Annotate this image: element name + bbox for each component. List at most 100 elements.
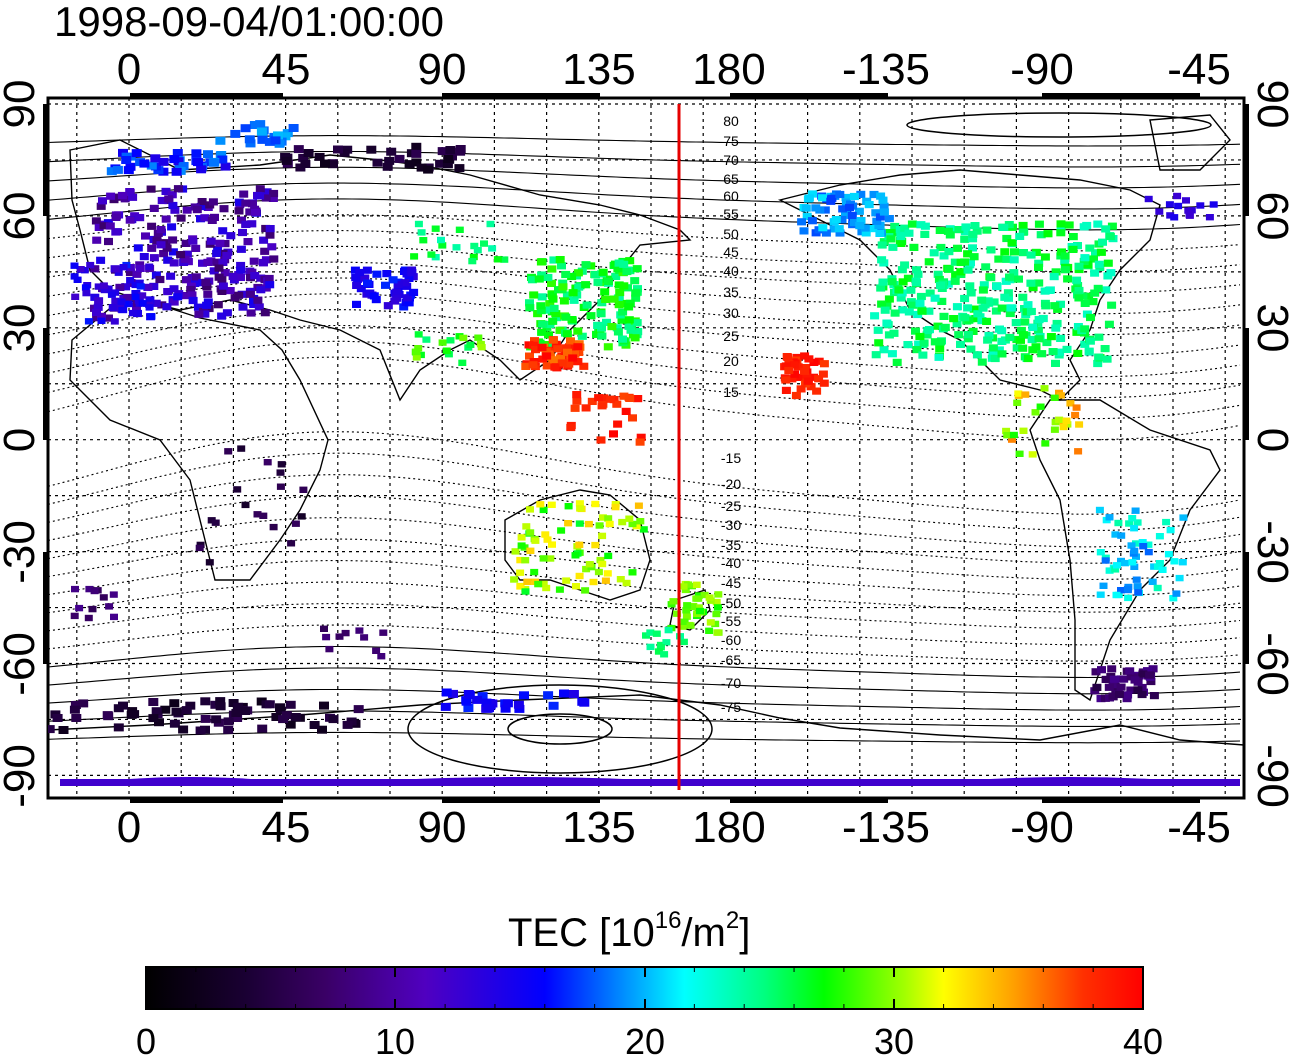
tec-pixel	[795, 373, 805, 381]
tec-pixel	[203, 258, 213, 266]
tec-pixel	[1132, 576, 1141, 583]
tec-pixel	[679, 583, 688, 590]
tec-pixel	[1056, 220, 1066, 228]
tec-pixel	[125, 216, 135, 224]
tec-pixel	[537, 328, 547, 336]
left-lat-label-1: 60	[0, 192, 44, 241]
tec-pixel	[297, 513, 306, 520]
tec-pixel	[1050, 426, 1059, 433]
tec-pixel	[625, 394, 635, 402]
tec-pixel	[573, 358, 583, 366]
tec-pixel	[945, 231, 955, 239]
colorbar-title-mid: /m	[681, 911, 725, 955]
tec-pixel	[628, 520, 637, 528]
tec-pixel	[94, 223, 104, 231]
tec-pixel	[1128, 559, 1137, 566]
tec-pixel	[240, 124, 251, 133]
tec-pixel	[192, 206, 202, 214]
tec-pixel	[322, 633, 331, 641]
tec-pixel	[216, 151, 227, 159]
tec-pixel	[1023, 354, 1033, 363]
tec-pixel	[868, 225, 878, 233]
tec-pixel	[915, 299, 925, 307]
tec-pixel	[894, 286, 904, 294]
tec-pixel	[443, 154, 454, 163]
tec-pixel	[956, 268, 966, 276]
tec-pixel	[409, 288, 419, 296]
tec-pixel	[155, 275, 165, 284]
tec-pixel	[363, 279, 372, 287]
tec-pixel	[217, 155, 228, 164]
tec-pixel	[1155, 533, 1164, 540]
tec-pixel	[586, 312, 596, 320]
tec-pixel	[686, 622, 695, 629]
left-latitude-labels: 90 60 30 0 -30 -60 -90	[0, 80, 44, 808]
tec-pixel	[821, 229, 831, 237]
tec-pixel	[118, 701, 128, 710]
tec-pixel	[826, 197, 836, 205]
tec-pixel	[618, 335, 627, 343]
tec-pixel	[605, 520, 614, 528]
tec-pixel	[1162, 518, 1171, 526]
tec-pixel	[240, 707, 250, 715]
tec-pixel	[856, 190, 866, 198]
tec-pixel	[136, 283, 145, 290]
tec-pixel	[624, 316, 634, 324]
tec-pixel	[892, 358, 902, 366]
frame-tick-bar	[1244, 552, 1249, 664]
tec-pixel	[935, 344, 945, 353]
tec-pixel	[115, 283, 125, 291]
tec-pixel	[1209, 201, 1218, 208]
tec-pixel	[791, 391, 801, 400]
tec-pixel	[526, 529, 535, 536]
tec-pixel	[200, 697, 211, 706]
tec-pixel	[551, 340, 561, 348]
tec-pixel	[1016, 326, 1026, 335]
tec-pixel	[257, 135, 268, 144]
tec-pixel	[1169, 595, 1178, 602]
tec-pixel	[1062, 345, 1072, 353]
tec-pixel	[799, 227, 809, 235]
tec-pixel	[561, 344, 571, 352]
tec-pixel	[632, 522, 641, 530]
tec-pixel	[884, 331, 894, 339]
tec-pixel	[521, 557, 530, 564]
tec-pixel	[521, 362, 531, 370]
tec-pixel	[575, 500, 584, 507]
tec-pixel	[971, 315, 981, 323]
tec-pixel	[1056, 334, 1066, 342]
tec-pixel	[250, 272, 260, 280]
contour-label-south-7: -50	[721, 595, 741, 611]
tec-pixel	[355, 268, 365, 277]
bottom-lon-label-5: -135	[842, 803, 930, 852]
tec-pixel	[265, 231, 275, 239]
left-lat-label-2: 30	[0, 304, 44, 353]
tec-pixel	[117, 191, 127, 200]
tec-pixel	[1015, 232, 1025, 240]
tec-pixel	[431, 225, 440, 232]
tec-pixel	[660, 651, 669, 658]
tec-pixel	[444, 351, 453, 358]
tec-pixel	[516, 556, 525, 564]
tec-pixel	[900, 224, 910, 232]
tec-pixel	[469, 253, 478, 261]
tec-pixel	[261, 194, 271, 202]
contour-label-north-8: 40	[723, 263, 739, 279]
tec-pixel	[916, 221, 926, 229]
frame-tick-bar	[43, 552, 48, 664]
tec-pixel	[377, 653, 386, 660]
tec-pixel	[1119, 675, 1129, 683]
tec-pixel	[617, 316, 627, 324]
tec-pixel	[238, 303, 248, 311]
left-lat-label-6: -90	[0, 744, 44, 808]
tec-pixel	[1105, 567, 1114, 574]
tec-pixel	[435, 159, 446, 168]
tec-pixel	[239, 190, 249, 198]
contour-label-south-2: -25	[721, 498, 741, 514]
tec-pixel	[521, 588, 530, 595]
tec-pixel	[169, 285, 179, 293]
tec-pixel	[99, 282, 108, 289]
tec-pixel	[148, 714, 159, 723]
tec-pixel	[273, 131, 283, 140]
tec-pixel	[106, 192, 116, 200]
